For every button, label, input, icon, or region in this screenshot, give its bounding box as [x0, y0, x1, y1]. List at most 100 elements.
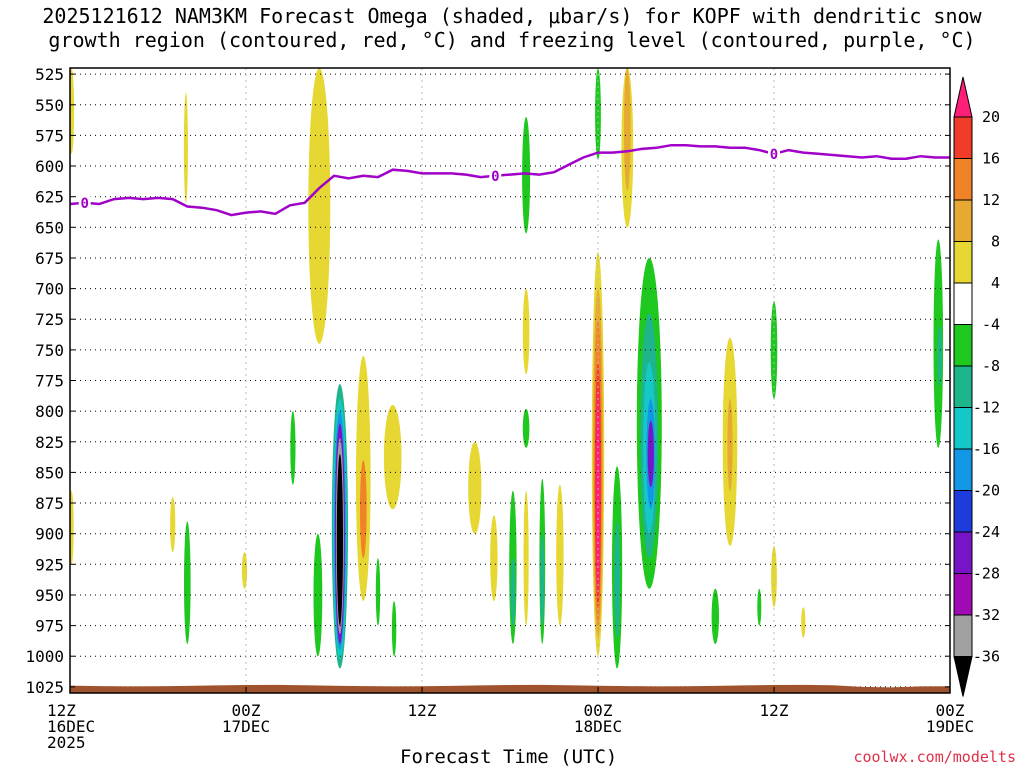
credit-link[interactable]: coolwx.com/modelts	[853, 748, 1016, 766]
freezing-level-label: 0	[80, 196, 88, 212]
colorbar-segment	[953, 448, 973, 491]
colorbar-label: -12	[973, 399, 1000, 417]
y-tick-label: 1025	[25, 678, 64, 697]
x-tick-label: 12Z	[760, 701, 789, 720]
omega-region-24	[522, 117, 531, 234]
omega-region-30	[556, 484, 564, 626]
y-tick-label: 975	[35, 617, 64, 636]
y-tick-label: 900	[35, 525, 64, 544]
y-tick-label: 625	[35, 188, 64, 207]
title-line-1: 2025121612 NAM3KM Forecast Omega (shaded…	[42, 4, 982, 28]
colorbar: 20 16 12 8 4 -4 -8 -12 -16 -20 -24 -28 -32 -36	[953, 76, 1000, 697]
x-tick-label: 00Z	[584, 701, 613, 720]
y-tick-label: 850	[35, 463, 64, 482]
colorbar-label: -28	[973, 565, 1000, 583]
omega-region-1	[70, 490, 74, 565]
omega-region-3	[183, 92, 188, 203]
y-tick-label: 650	[35, 218, 64, 237]
y-tick-label: 700	[35, 280, 64, 299]
omega-region-51	[771, 546, 777, 608]
omega-region-19	[391, 601, 397, 657]
omega-region-14	[336, 454, 343, 626]
y-axis-ticks: 525 550 575 600 625 650 675 700 725 750 775 800 825 8…	[25, 65, 950, 697]
omega-region-26	[522, 408, 530, 448]
omega-region-23	[510, 558, 516, 626]
y-tick-label: 725	[35, 310, 64, 329]
y-tick-label: 875	[35, 494, 64, 513]
colorbar-label: -4	[982, 316, 1000, 334]
colorbar-top-arrow	[953, 76, 973, 118]
colorbar-segment	[953, 116, 973, 159]
x-tick-label: 12Z	[408, 701, 437, 720]
colorbar-label: -16	[973, 440, 1000, 458]
omega-region-50	[770, 300, 778, 399]
colorbar-segment	[953, 490, 973, 533]
omega-region-36	[595, 386, 601, 595]
omega-region-6	[290, 411, 296, 485]
x-axis-label: Forecast Time (UTC)	[400, 746, 618, 768]
colorbar-segment	[953, 324, 973, 367]
colorbar-label: 20	[982, 108, 1000, 126]
omega-region-29	[540, 533, 545, 626]
colorbar-segment	[953, 241, 973, 284]
omega-region-21	[490, 515, 498, 602]
omega-region-17	[383, 405, 402, 510]
freezing-level-line	[69, 143, 950, 217]
omega-region-25	[522, 288, 530, 375]
omega-region-18	[375, 558, 381, 626]
y-tick-label: 1000	[25, 647, 64, 666]
x-tick-label: 18DEC	[574, 717, 622, 736]
y-tick-label: 550	[35, 96, 64, 115]
x-tick-label: 19DEC	[926, 717, 974, 736]
grid-lines	[69, 68, 951, 693]
colorbar-bottom-arrow	[953, 656, 973, 697]
colorbar-label: -36	[973, 648, 1000, 666]
omega-region-38	[614, 521, 620, 638]
colorbar-label: -24	[973, 523, 1000, 541]
freezing-level-label: 0	[491, 169, 499, 185]
omega-region-20	[468, 441, 482, 534]
colorbar-segment	[953, 531, 973, 574]
omega-shading	[70, 68, 944, 669]
freezing-level-contour: 0 0 0	[69, 143, 950, 217]
omega-region-4	[184, 521, 191, 644]
omega-region-5	[241, 552, 248, 589]
omega-region-48	[711, 588, 719, 645]
x-tick-label: 2025	[47, 733, 86, 752]
colorbar-label: -32	[973, 606, 1000, 624]
colorbar-label: -20	[973, 482, 1000, 500]
colorbar-segment	[953, 158, 973, 201]
title-line-2: growth region (contoured, red, °C) and f…	[48, 28, 976, 52]
colorbar-segment	[953, 365, 973, 408]
y-tick-label: 525	[35, 65, 64, 84]
colorbar-segment	[953, 614, 973, 657]
colorbar-segment	[953, 199, 973, 242]
freezing-level-label: 0	[770, 147, 778, 163]
x-tick-label: 17DEC	[222, 717, 270, 736]
colorbar-label: 12	[982, 191, 1000, 209]
colorbar-label: 16	[982, 150, 1000, 168]
omega-region-7	[308, 68, 331, 344]
y-tick-label: 950	[35, 586, 64, 605]
colorbar-label: 8	[991, 233, 1000, 251]
omega-region-31	[595, 68, 601, 160]
x-tick-label: 00Z	[232, 701, 261, 720]
colorbar-label: -8	[982, 357, 1000, 375]
omega-region-40	[624, 68, 631, 191]
chart-title: 2025121612 NAM3KM Forecast Omega (shaded…	[0, 4, 1024, 52]
y-tick-label: 775	[35, 372, 64, 391]
colorbar-segment	[953, 407, 973, 450]
omega-region-49	[757, 588, 762, 626]
omega-region-47	[727, 398, 733, 491]
y-tick-label: 600	[35, 157, 64, 176]
x-tick-label: 16DEC	[47, 717, 95, 736]
y-tick-label: 675	[35, 249, 64, 268]
omega-region-45	[647, 420, 654, 488]
colorbar-segment	[953, 573, 973, 616]
omega-region-27	[523, 490, 529, 626]
y-tick-label: 925	[35, 555, 64, 574]
y-tick-label: 825	[35, 433, 64, 452]
terrain-fill	[70, 684, 950, 693]
